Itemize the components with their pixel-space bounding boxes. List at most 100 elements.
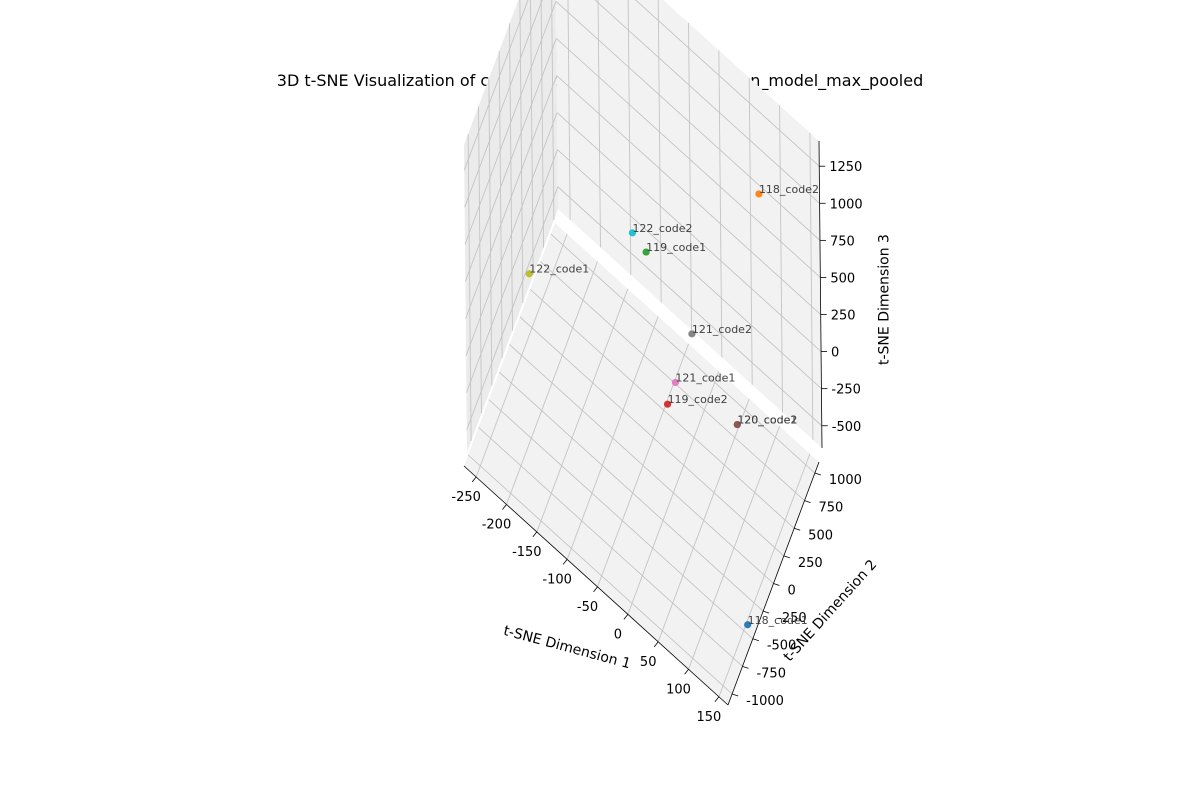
point-label-119-code1: 119_code1 xyxy=(646,241,706,254)
tick-label-y: 500 xyxy=(808,528,833,543)
tick-label-y: -250 xyxy=(777,611,807,626)
gridline-y-floor xyxy=(498,371,764,612)
tick-label-y: -750 xyxy=(756,666,786,681)
gridline-y-floor xyxy=(509,344,774,584)
gridline-z-wall xyxy=(463,0,529,171)
gridline-z-wall xyxy=(464,38,557,282)
gridline-z-wall xyxy=(464,0,543,208)
gridline-z-back xyxy=(556,112,822,352)
tick-label-z: 1000 xyxy=(830,197,863,212)
tick-mark-x xyxy=(532,531,538,538)
tick-label-y: 0 xyxy=(788,584,796,599)
gridline-y-wall xyxy=(551,0,555,221)
tick-label-x: -150 xyxy=(512,545,542,560)
axis-label-z: t-SNE Dimension 3 xyxy=(877,234,893,365)
point-label-118-code2: 118_code2 xyxy=(759,183,819,196)
tick-mark-y xyxy=(804,500,811,504)
tick-label-y: 1000 xyxy=(829,473,862,488)
gridline-x-back xyxy=(809,132,814,440)
data-point-118-code1 xyxy=(744,621,752,629)
tick-label-z: 250 xyxy=(831,309,856,324)
gridline-y-wall xyxy=(509,23,513,331)
pane-left-wall xyxy=(464,0,558,452)
tick-mark-y xyxy=(773,583,780,586)
gridline-z-wall xyxy=(465,149,558,393)
gridline-z-wall xyxy=(464,1,557,245)
point-label-122-code2: 122_code2 xyxy=(632,222,692,235)
gridline-z-back xyxy=(556,38,821,278)
gridline-y-floor xyxy=(550,233,816,474)
tick-label-x: 0 xyxy=(614,627,622,642)
data-point-122-code1 xyxy=(525,270,533,278)
gridline-x-back xyxy=(688,22,692,330)
gridline-y-wall xyxy=(519,0,524,303)
tick-label-y: -500 xyxy=(767,639,797,654)
gridline-x-back xyxy=(748,77,753,385)
gridline-y-floor xyxy=(488,399,754,640)
gridline-y-wall xyxy=(478,106,482,414)
gridline-z-wall xyxy=(466,186,559,430)
tick-mark-y xyxy=(752,638,759,642)
gridline-z-back xyxy=(555,1,821,241)
pane-back-wall xyxy=(555,0,822,448)
point-label-120-code1: 120_code1 xyxy=(737,414,797,427)
tick-mark-x xyxy=(653,641,659,648)
tick-mark-y xyxy=(814,472,821,476)
point-label-119-code2: 119_code2 xyxy=(668,393,728,406)
data-point-119-code2 xyxy=(663,400,672,408)
gridline-y-floor xyxy=(467,454,733,695)
data-point-118-code2 xyxy=(755,190,763,198)
tick-label-x: -200 xyxy=(482,517,512,532)
tick-mark-y xyxy=(732,693,739,697)
gridline-z-back xyxy=(634,0,820,167)
gridline-y-wall xyxy=(530,0,534,276)
data-point-121-code2 xyxy=(688,330,696,338)
gridline-x-back xyxy=(567,0,571,220)
tick-label-x: 50 xyxy=(640,655,657,670)
tick-label-y: 750 xyxy=(819,501,844,516)
tick-mark-y xyxy=(783,555,790,559)
gridline-z-back xyxy=(594,0,820,204)
tick-mark-x xyxy=(593,586,598,593)
tick-label-z: 1250 xyxy=(829,160,862,175)
gridline-x-back xyxy=(779,105,784,413)
tick-label-z: -500 xyxy=(832,420,862,435)
point-label-121-code2: 121_code2 xyxy=(692,323,752,336)
tick-mark-y xyxy=(794,527,801,531)
tick-label-x: 100 xyxy=(666,682,691,697)
gridline-z-back xyxy=(557,186,823,427)
tick-mark-y xyxy=(763,610,770,614)
tick-label-y: 250 xyxy=(798,556,823,571)
tick-label-z: -250 xyxy=(831,383,861,398)
gridline-z-back xyxy=(557,149,822,390)
gridline-x-back xyxy=(597,0,601,248)
gridline-z-back xyxy=(556,75,821,315)
axis-line-x xyxy=(463,465,729,706)
gridline-x-back xyxy=(657,0,662,303)
gridline-x-back xyxy=(718,50,723,358)
data-point-120-code2 xyxy=(733,420,741,429)
tick-label-x: 150 xyxy=(696,710,721,725)
tick-label-y: -1000 xyxy=(746,694,784,709)
data-point-119-code1 xyxy=(642,248,650,256)
point-label-121-code1: 121_code1 xyxy=(675,371,735,384)
tick-label-x: -250 xyxy=(451,490,481,505)
tick-mark-x xyxy=(623,614,629,620)
gridline-y-floor xyxy=(519,316,785,557)
point-label-120-code2: 120_code2 xyxy=(737,414,797,427)
tick-label-z: 750 xyxy=(830,234,855,249)
gridline-y-wall xyxy=(498,51,503,359)
gridline-x-back xyxy=(627,0,632,275)
tick-mark-x xyxy=(471,476,477,483)
data-point-122-code2 xyxy=(628,229,637,237)
gridline-z-wall xyxy=(465,112,558,356)
axis-line-z xyxy=(818,140,823,449)
gridline-y-wall xyxy=(467,133,472,441)
gridline-y-wall xyxy=(488,78,493,386)
tick-label-x: -100 xyxy=(542,572,572,587)
point-label-118-code1: 118_code1 xyxy=(748,614,808,627)
point-label-122-code1: 122_code1 xyxy=(529,263,589,276)
tick-mark-x xyxy=(684,669,689,675)
